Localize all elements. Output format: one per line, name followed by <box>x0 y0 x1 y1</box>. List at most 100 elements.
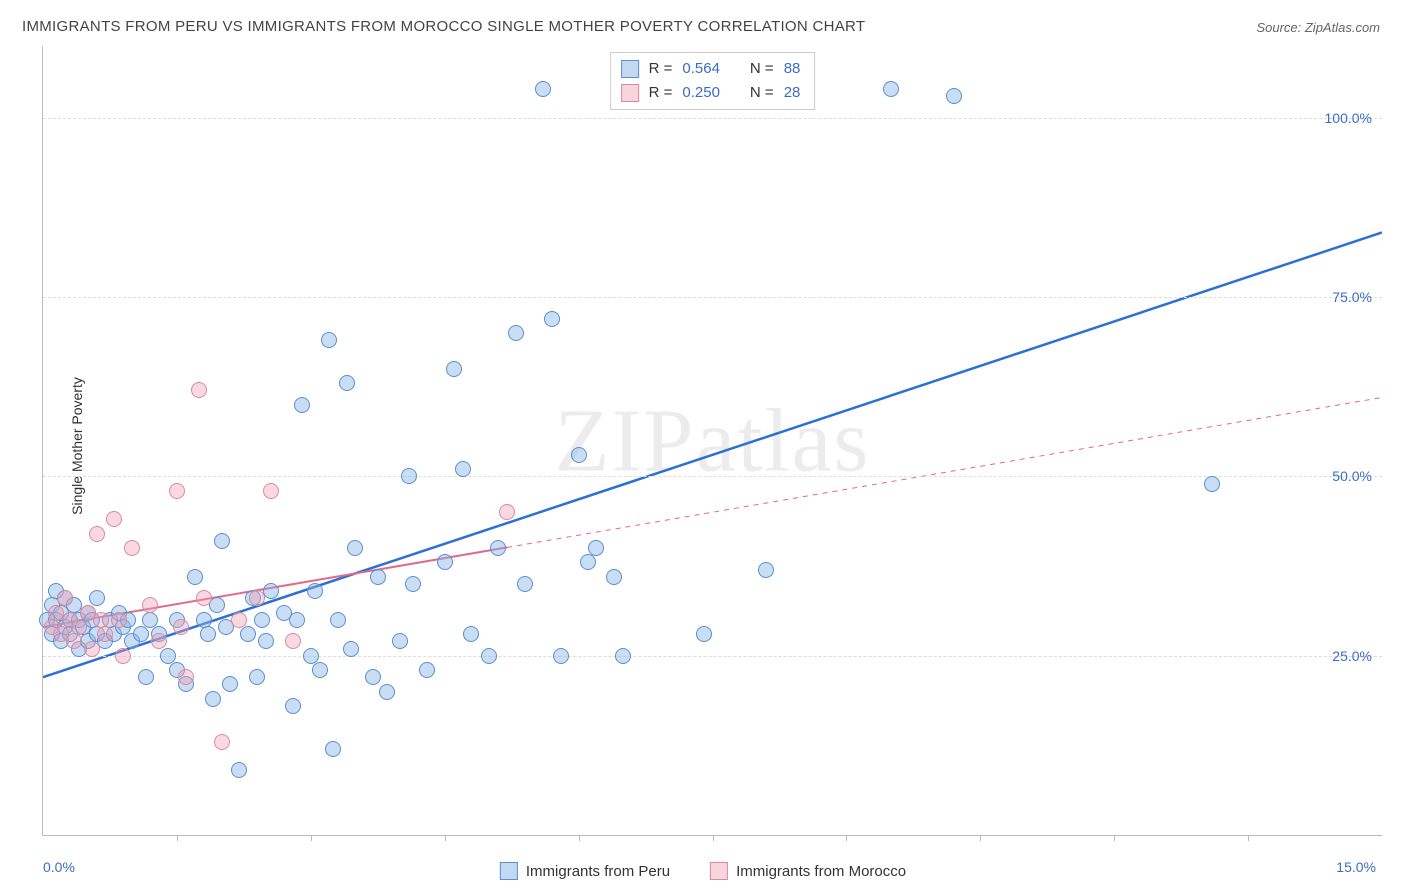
swatch-peru <box>500 862 518 880</box>
data-point <box>231 762 247 778</box>
data-point <box>133 626 149 642</box>
data-point <box>571 447 587 463</box>
legend-item-morocco: Immigrants from Morocco <box>710 862 906 880</box>
data-point <box>196 590 212 606</box>
correlation-row-1: R = 0.564 N = 88 <box>621 57 801 81</box>
data-point <box>115 648 131 664</box>
data-point <box>285 633 301 649</box>
n-label: N = <box>750 81 774 105</box>
x-tick <box>1114 835 1115 841</box>
data-point <box>289 612 305 628</box>
data-point <box>419 662 435 678</box>
n-value-morocco: 28 <box>784 81 801 105</box>
data-point <box>249 669 265 685</box>
data-point <box>446 361 462 377</box>
legend-item-peru: Immigrants from Peru <box>500 862 670 880</box>
data-point <box>463 626 479 642</box>
data-point <box>240 626 256 642</box>
x-tick <box>579 835 580 841</box>
x-tick <box>846 835 847 841</box>
data-point <box>379 684 395 700</box>
r-label: R = <box>649 57 673 81</box>
data-point <box>142 612 158 628</box>
data-point <box>285 698 301 714</box>
x-tick <box>980 835 981 841</box>
data-point <box>365 669 381 685</box>
n-label: N = <box>750 57 774 81</box>
data-point <box>508 325 524 341</box>
legend-label-morocco: Immigrants from Morocco <box>736 863 906 880</box>
x-tick <box>713 835 714 841</box>
data-point <box>481 648 497 664</box>
y-tick-label: 100.0% <box>1325 110 1372 126</box>
data-point <box>169 483 185 499</box>
data-point <box>392 633 408 649</box>
data-point <box>312 662 328 678</box>
data-point <box>294 397 310 413</box>
data-point <box>222 676 238 692</box>
swatch-morocco <box>710 862 728 880</box>
data-point <box>343 641 359 657</box>
data-point <box>544 311 560 327</box>
data-point <box>401 468 417 484</box>
source-label: Source: ZipAtlas.com <box>1256 20 1380 35</box>
data-point <box>111 612 127 628</box>
data-point <box>263 483 279 499</box>
data-point <box>606 569 622 585</box>
data-point <box>615 648 631 664</box>
data-point <box>106 511 122 527</box>
data-point <box>57 590 73 606</box>
swatch-peru <box>621 60 639 78</box>
series-legend: Immigrants from Peru Immigrants from Mor… <box>500 862 906 880</box>
x-tick <box>177 835 178 841</box>
data-point <box>214 533 230 549</box>
data-point <box>437 554 453 570</box>
data-point <box>517 576 533 592</box>
y-tick-label: 50.0% <box>1332 468 1372 484</box>
data-point <box>97 626 113 642</box>
data-point <box>325 741 341 757</box>
data-point <box>455 461 471 477</box>
r-value-peru: 0.564 <box>682 57 720 81</box>
data-point <box>347 540 363 556</box>
x-tick <box>1248 835 1249 841</box>
data-point <box>191 382 207 398</box>
r-value-morocco: 0.250 <box>682 81 720 105</box>
data-point <box>66 633 82 649</box>
gridline <box>43 656 1382 657</box>
data-point <box>187 569 203 585</box>
data-point <box>490 540 506 556</box>
data-point <box>321 332 337 348</box>
plot-area: ZIPatlas R = 0.564 N = 88 R = 0.250 N = … <box>42 46 1382 836</box>
correlation-row-2: R = 0.250 N = 28 <box>621 81 801 105</box>
y-tick-label: 25.0% <box>1332 648 1372 664</box>
data-point <box>254 612 270 628</box>
data-point <box>71 619 87 635</box>
data-point <box>249 590 265 606</box>
legend-label-peru: Immigrants from Peru <box>526 863 670 880</box>
data-point <box>200 626 216 642</box>
trend-lines-layer <box>43 46 1382 835</box>
data-point <box>696 626 712 642</box>
data-point <box>883 81 899 97</box>
data-point <box>307 583 323 599</box>
data-point <box>303 648 319 664</box>
chart-container: IMMIGRANTS FROM PERU VS IMMIGRANTS FROM … <box>0 0 1406 892</box>
data-point <box>178 669 194 685</box>
y-tick-label: 75.0% <box>1332 289 1372 305</box>
data-point <box>258 633 274 649</box>
data-point <box>151 633 167 649</box>
x-tick <box>311 835 312 841</box>
data-point <box>214 734 230 750</box>
data-point <box>1204 476 1220 492</box>
gridline <box>43 118 1382 119</box>
data-point <box>84 641 100 657</box>
data-point <box>138 669 154 685</box>
x-tick <box>445 835 446 841</box>
r-label: R = <box>649 81 673 105</box>
data-point <box>580 554 596 570</box>
data-point <box>173 619 189 635</box>
gridline <box>43 297 1382 298</box>
gridline <box>43 476 1382 477</box>
data-point <box>535 81 551 97</box>
